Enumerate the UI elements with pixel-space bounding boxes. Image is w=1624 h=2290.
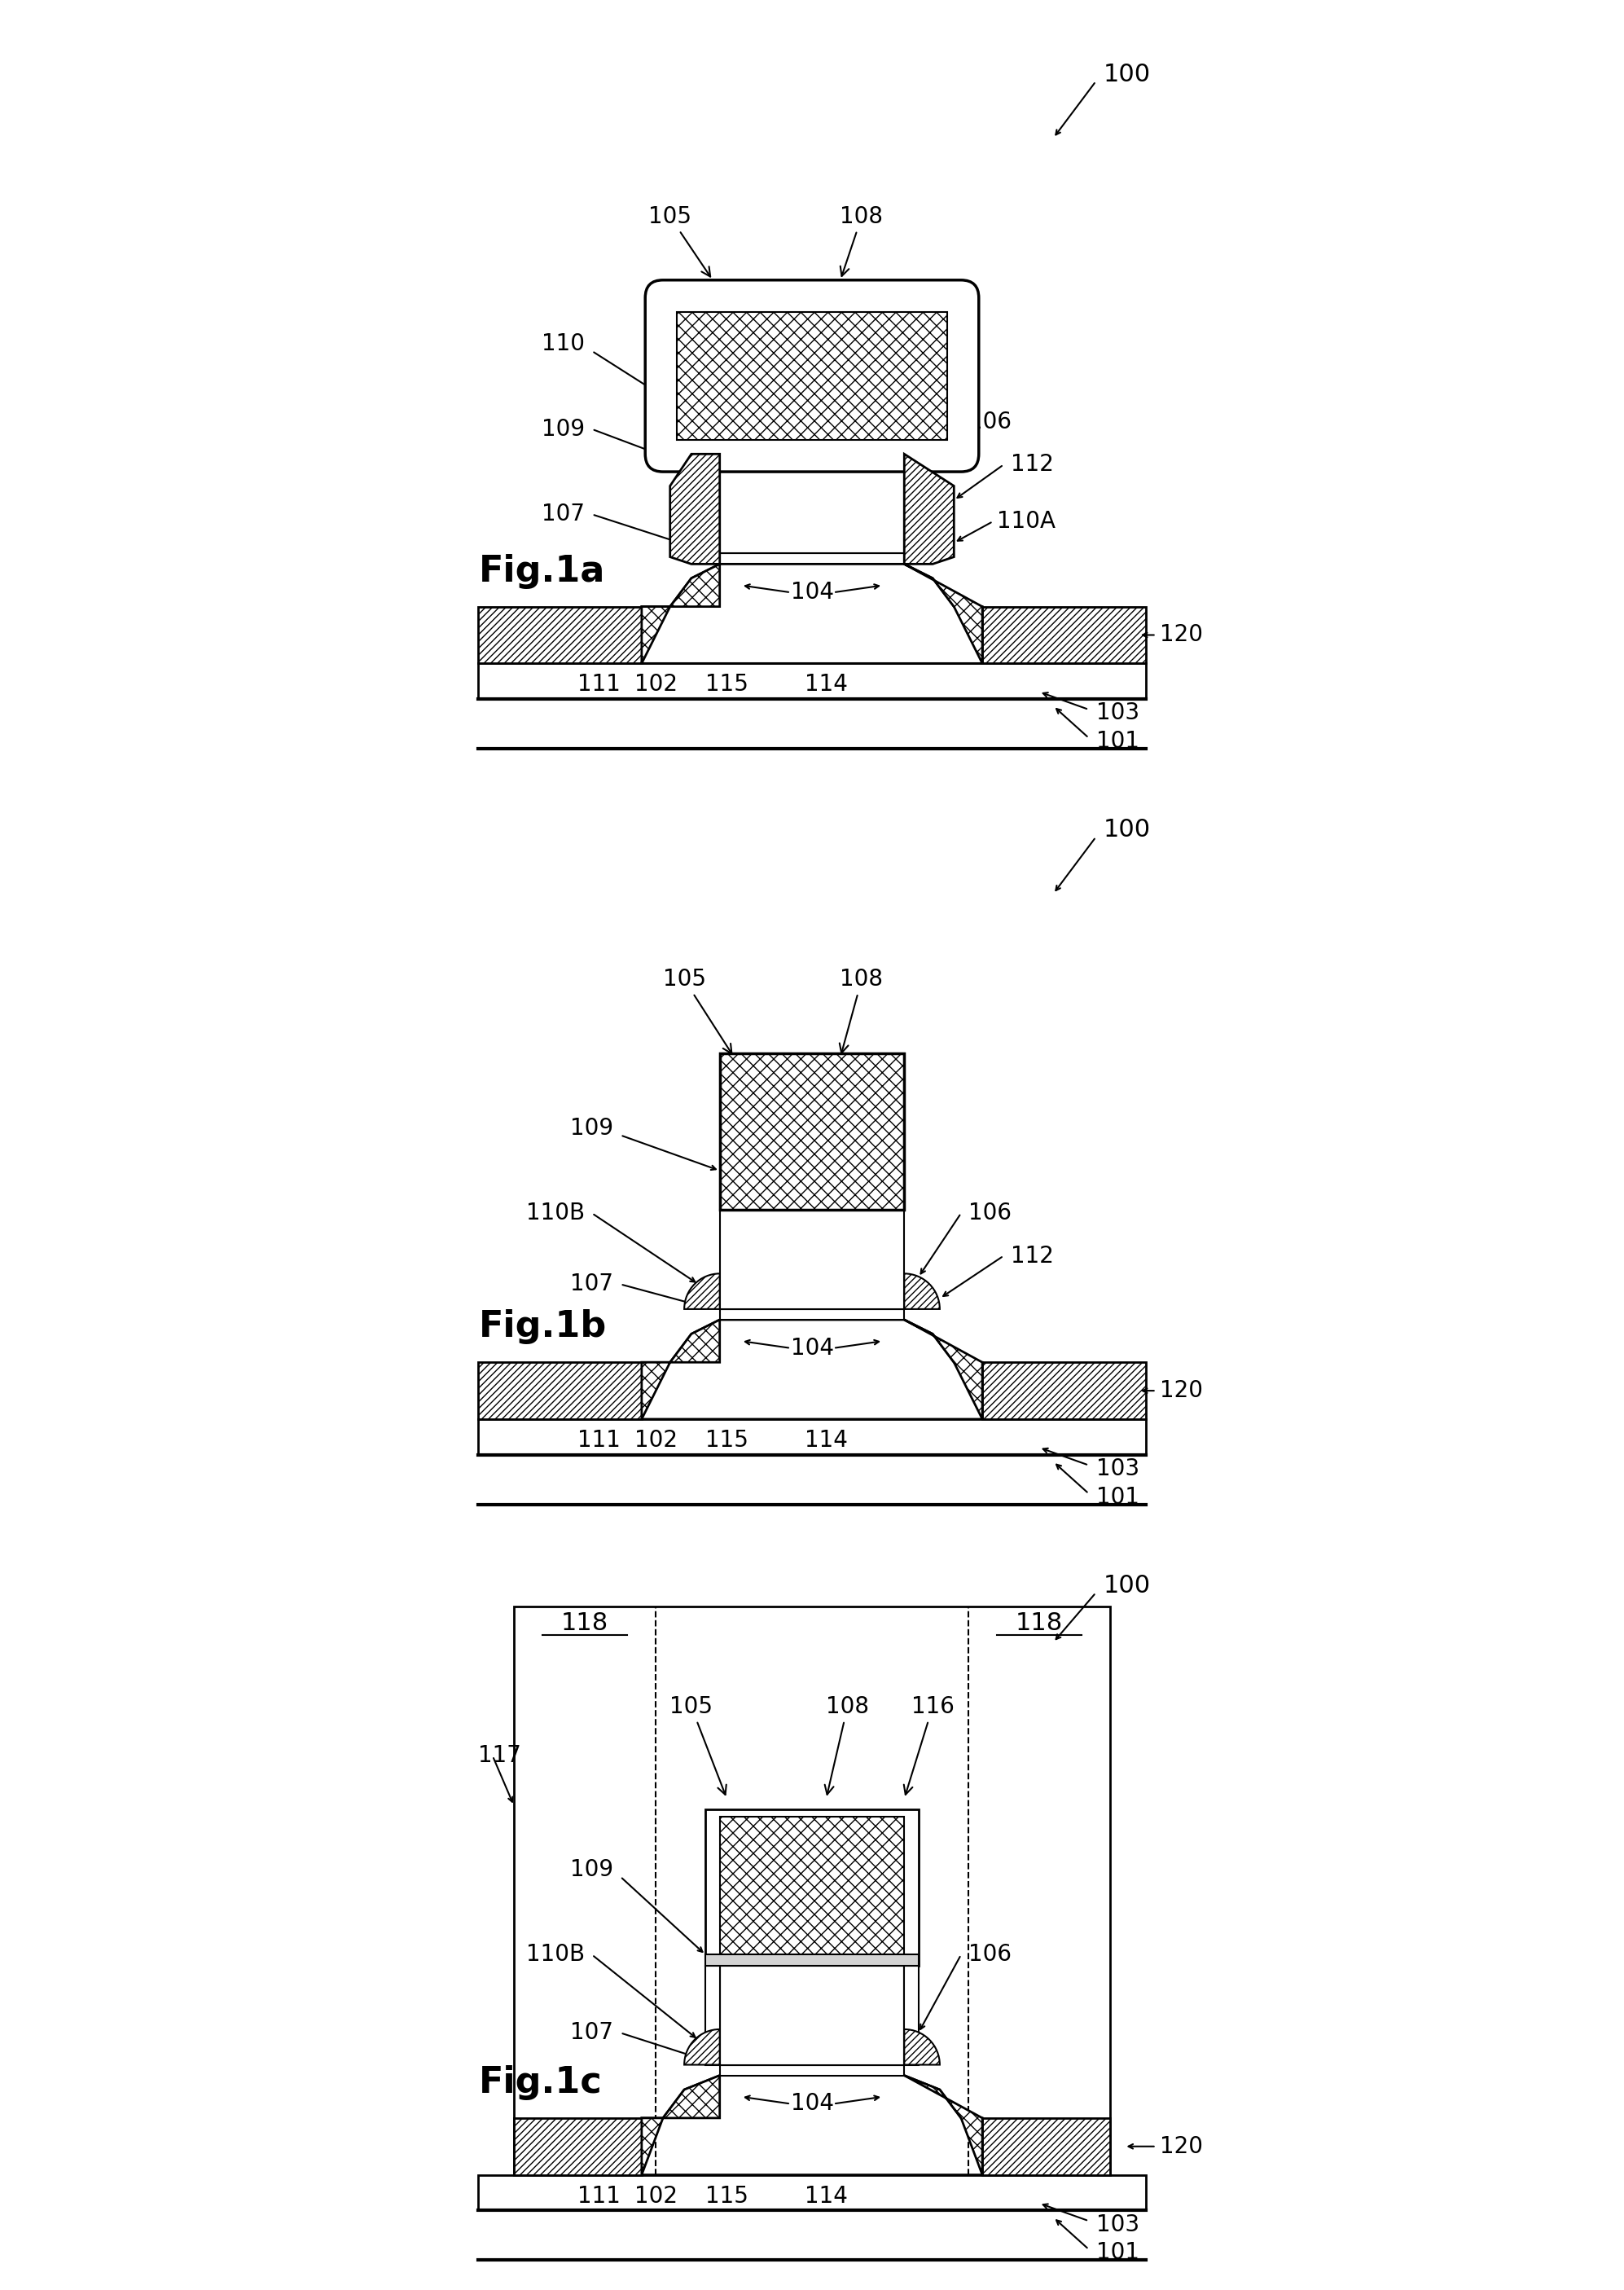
Polygon shape — [641, 563, 983, 664]
Polygon shape — [983, 2118, 1111, 2175]
Bar — [479, 664, 1145, 698]
Text: 120: 120 — [1160, 623, 1203, 646]
Wedge shape — [905, 2029, 940, 2066]
Text: 115: 115 — [705, 673, 749, 696]
Polygon shape — [905, 453, 953, 563]
Polygon shape — [983, 1363, 1145, 1420]
Text: 120: 120 — [1160, 2134, 1203, 2157]
Text: 104: 104 — [791, 2093, 833, 2116]
Bar — [705, 1965, 719, 2066]
Text: 112: 112 — [1010, 453, 1054, 476]
Text: 114: 114 — [804, 673, 848, 696]
Text: 104: 104 — [791, 582, 833, 605]
Text: 106: 106 — [968, 410, 1012, 433]
Text: 101: 101 — [1096, 2242, 1138, 2265]
Polygon shape — [641, 1319, 719, 1420]
Polygon shape — [479, 1363, 641, 1420]
Text: 118: 118 — [1015, 1612, 1062, 1635]
Text: 120: 120 — [1160, 1379, 1203, 1401]
Polygon shape — [641, 2075, 719, 2175]
Text: 109: 109 — [570, 1857, 614, 1880]
Text: 103: 103 — [1096, 1456, 1138, 1479]
Text: 111: 111 — [578, 2185, 620, 2208]
Text: 114: 114 — [804, 1429, 848, 1452]
Text: 105: 105 — [648, 206, 710, 277]
Text: 105: 105 — [669, 1695, 726, 1795]
Text: 107: 107 — [570, 2022, 614, 2045]
Polygon shape — [641, 1319, 983, 1420]
Text: 103: 103 — [1096, 701, 1138, 724]
Bar — [479, 2175, 1145, 2210]
Text: 101: 101 — [1096, 731, 1138, 753]
Bar — [479, 1420, 1145, 1454]
Bar — [719, 1816, 905, 1956]
Text: 100: 100 — [1103, 1573, 1150, 1598]
Text: 108: 108 — [825, 1695, 869, 1795]
Wedge shape — [905, 1273, 940, 1310]
Bar — [719, 1053, 905, 1209]
Bar — [719, 554, 905, 563]
Bar — [705, 1956, 919, 1965]
Polygon shape — [905, 563, 983, 664]
Text: 103: 103 — [1096, 2212, 1138, 2235]
Bar — [719, 1053, 905, 1209]
Text: 110: 110 — [542, 332, 585, 355]
Text: 109: 109 — [542, 417, 585, 440]
Text: 102: 102 — [635, 2185, 677, 2208]
Text: Fig.1a: Fig.1a — [479, 554, 606, 589]
Bar — [719, 1310, 905, 1319]
Bar — [677, 311, 947, 440]
Wedge shape — [684, 2029, 719, 2066]
Text: 115: 115 — [705, 2185, 749, 2208]
Polygon shape — [671, 453, 719, 563]
Text: 108: 108 — [840, 969, 883, 1053]
Text: 105: 105 — [663, 969, 732, 1053]
Bar — [719, 1965, 905, 2066]
Polygon shape — [513, 2118, 641, 2175]
Bar — [719, 2066, 905, 2075]
Text: Fig.1b: Fig.1b — [479, 1310, 606, 1344]
Text: Fig.1c: Fig.1c — [479, 2066, 603, 2100]
Bar — [905, 1965, 919, 2066]
Polygon shape — [641, 563, 719, 664]
Text: 112: 112 — [1010, 1243, 1054, 1266]
Text: 101: 101 — [1096, 1486, 1138, 1509]
Wedge shape — [684, 1273, 719, 1310]
Bar — [719, 1209, 905, 1310]
Text: 106: 106 — [968, 1202, 1012, 1225]
Text: 102: 102 — [635, 1429, 677, 1452]
FancyBboxPatch shape — [645, 279, 979, 472]
Text: 113: 113 — [791, 481, 833, 504]
Text: 116: 116 — [905, 1695, 955, 1795]
Text: 102: 102 — [635, 673, 677, 696]
Text: 111: 111 — [578, 1429, 620, 1452]
Text: 111: 111 — [578, 673, 620, 696]
Polygon shape — [983, 607, 1145, 664]
Text: 110B: 110B — [526, 1202, 585, 1225]
Text: 107: 107 — [542, 504, 585, 527]
Bar — [513, 1608, 1111, 2175]
Text: 115: 115 — [705, 1429, 749, 1452]
Text: 110A: 110A — [997, 511, 1056, 534]
Text: 107: 107 — [570, 1273, 614, 1296]
Bar — [719, 453, 905, 554]
Text: 104: 104 — [791, 1337, 833, 1360]
Text: 109: 109 — [570, 1118, 614, 1140]
Text: 110B: 110B — [526, 1944, 585, 1967]
Text: 118: 118 — [562, 1612, 609, 1635]
Text: 100: 100 — [1103, 62, 1150, 87]
Text: 117: 117 — [479, 1745, 521, 1768]
Polygon shape — [641, 2075, 983, 2175]
Polygon shape — [905, 1319, 983, 1420]
Text: 106: 106 — [968, 1944, 1012, 1967]
Text: 108: 108 — [840, 206, 883, 277]
Polygon shape — [479, 607, 641, 664]
Text: 114: 114 — [804, 2185, 848, 2208]
Text: 100: 100 — [1103, 818, 1150, 843]
Bar — [705, 1809, 919, 1965]
Polygon shape — [905, 2075, 983, 2175]
